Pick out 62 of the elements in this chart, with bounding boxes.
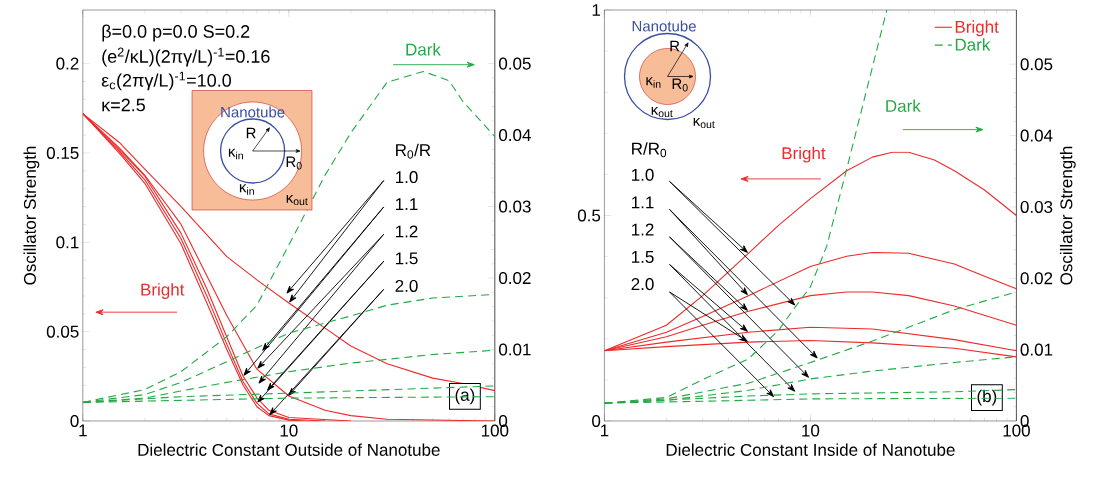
y2-tick-label: 0.02 — [499, 272, 531, 285]
annotation: β=0.0 p=0.0 S=0.2 — [102, 24, 250, 42]
y2-tick-label: 0.04 — [499, 129, 531, 142]
y2-tick-label: 0.01 — [499, 343, 531, 356]
y2-axis-title: Oscillator Strength — [1059, 146, 1076, 285]
annotation: Bright — [782, 146, 826, 163]
annotation: 1.2 — [632, 223, 654, 236]
y2-tick-label: 0.05 — [499, 57, 531, 70]
y-axis-title: Oscillator Strength — [23, 146, 40, 285]
annotation: Nanotube — [221, 106, 285, 118]
y-tick-label: 0.5 — [577, 209, 601, 222]
annotation: 1.0 — [396, 171, 418, 184]
annotation: R$_{0}$ — [672, 78, 688, 92]
annotation: R — [246, 127, 256, 139]
y2-tick-label: 0.02 — [1020, 272, 1053, 285]
legend-label: Dark — [955, 38, 991, 51]
y-tick-label: 0.15 — [46, 146, 79, 159]
y-tick-label: 0 — [592, 414, 601, 428]
annotation: (b) — [977, 389, 997, 406]
legend-label: Bright — [955, 20, 999, 37]
annotation: R — [670, 40, 680, 52]
annotation: 2.0 — [631, 278, 654, 291]
annotation: Dark — [406, 43, 441, 56]
annotation: κ$_{in}$ — [646, 77, 661, 88]
annotation: 1.1 — [632, 196, 654, 209]
annotation: κ$_{out}$ — [651, 106, 673, 118]
annotation: Bright — [141, 283, 185, 300]
annotation: (e$^{2}$/κL)(2πγ/L)$^{-1}$=0.16 — [102, 47, 270, 67]
annotation: κ$_{out}$ — [286, 194, 308, 206]
annotation: κ$_{in}$ — [228, 148, 243, 160]
x-tick-label: 10 — [280, 424, 298, 437]
annotation: 1.2 — [396, 225, 418, 238]
annotation: Dark — [886, 99, 921, 113]
annotation: R/R$_{0}$ — [632, 142, 667, 158]
annotation: κ$_{out}$ — [693, 117, 715, 129]
annotation: κ=2.5 — [102, 98, 145, 112]
y-tick-label: 0.05 — [46, 325, 79, 338]
y2-tick-label: 0.03 — [499, 200, 531, 213]
y-tick-label: 1 — [592, 4, 601, 16]
x-axis-title: Dielectric Constant Outside of Nanotube — [138, 443, 440, 456]
y2-tick-label: 0.05 — [1020, 58, 1053, 71]
annotation: (a) — [455, 388, 475, 405]
annotation: κ$_{in}$ — [239, 184, 254, 195]
y2-tick-label: 0.04 — [1020, 129, 1053, 142]
y-tick-label: 0 — [70, 414, 79, 428]
annotation: R$_{0}$/R — [396, 143, 431, 159]
annotation: Nanotube — [632, 20, 696, 32]
annotation: 1.1 — [396, 198, 418, 210]
annotation: 1.0 — [632, 168, 654, 181]
annotation: R$_{0}$ — [286, 156, 302, 170]
y-tick-label: 0.2 — [56, 57, 79, 70]
y-tick-label: 0.1 — [56, 236, 79, 249]
x-tick-label: 10 — [802, 424, 820, 437]
y2-tick-label: 0.01 — [1020, 343, 1053, 356]
annotation: 1.5 — [396, 252, 418, 265]
x-axis-title: Dielectric Constant Inside of Nanotube — [666, 443, 955, 456]
annotation: 2.0 — [395, 279, 418, 292]
annotation: ε$_{c}$(2πγ/L)$^{-1}$=10.0 — [101, 71, 232, 91]
x-tick-label: 1 — [600, 424, 609, 437]
x-tick-label: 1 — [79, 424, 87, 437]
y2-tick-label: 0.03 — [1020, 200, 1053, 213]
annotation: 1.5 — [632, 251, 654, 263]
